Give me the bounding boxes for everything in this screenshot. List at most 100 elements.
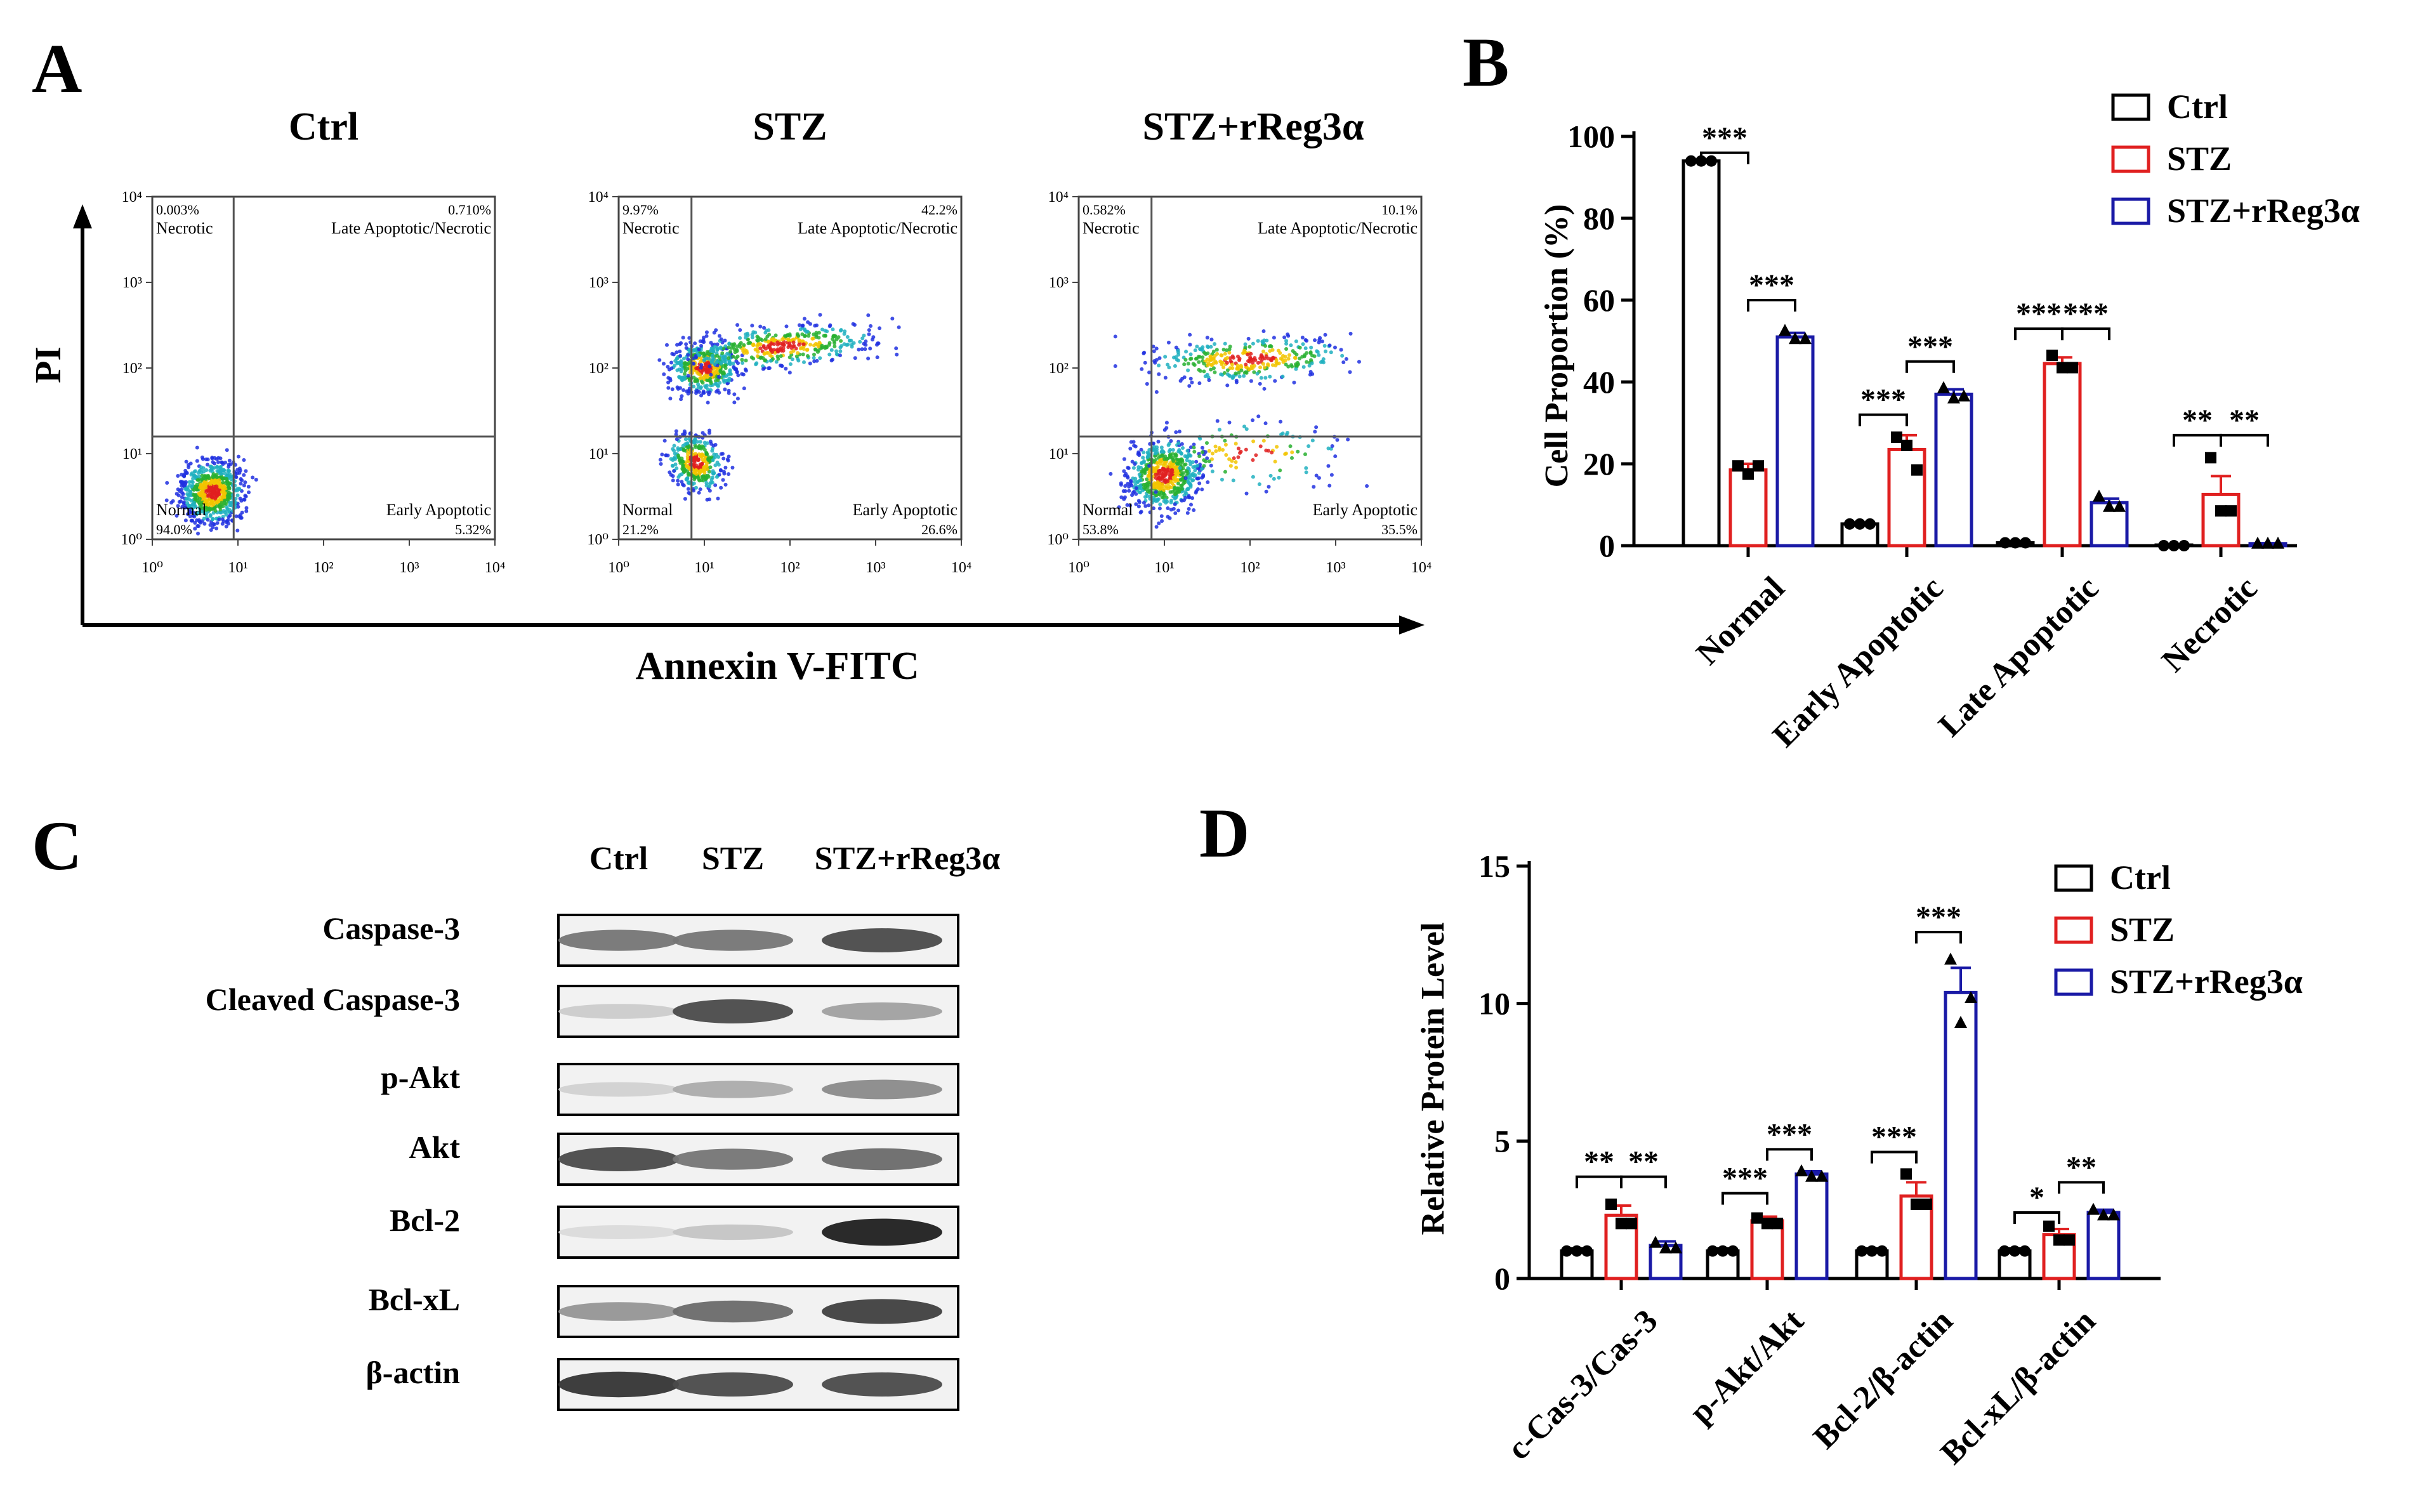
event-dot — [208, 464, 213, 469]
event-dot — [1304, 466, 1308, 470]
event-dot — [754, 361, 759, 365]
event-dot — [1256, 414, 1261, 419]
event-dot — [1188, 376, 1193, 381]
event-dot — [792, 344, 796, 348]
event-dot — [1272, 477, 1276, 481]
event-dot — [1147, 503, 1151, 508]
data-point — [1864, 518, 1876, 530]
event-dot — [1185, 511, 1190, 515]
event-dot — [838, 353, 842, 358]
significance-label: ** — [2066, 1150, 2097, 1184]
event-dot — [195, 523, 200, 528]
event-dot — [694, 468, 699, 472]
event-dot — [1113, 364, 1117, 369]
event-dot — [1341, 360, 1346, 364]
event-dot — [698, 469, 702, 473]
event-dot — [794, 346, 798, 351]
event-dot — [1348, 331, 1353, 336]
event-dot — [1294, 364, 1298, 369]
event-dot — [1178, 466, 1182, 470]
x-tick-label: c-Cas-3/Cas-3 — [1501, 1303, 1665, 1467]
event-dot — [219, 510, 223, 515]
event-dot — [1207, 378, 1211, 383]
event-dot — [708, 465, 713, 470]
event-dot — [1310, 353, 1314, 358]
event-dot — [862, 333, 866, 338]
event-dot — [790, 357, 794, 362]
y-tick-label: 10⁴ — [588, 189, 609, 206]
event-dot — [1121, 489, 1126, 494]
event-dot — [186, 488, 190, 492]
event-dot — [1157, 476, 1161, 480]
event-dot — [662, 438, 667, 443]
event-dot — [782, 343, 786, 347]
event-dot — [851, 322, 855, 326]
event-dot — [869, 324, 873, 328]
event-dot — [705, 375, 709, 379]
event-dot — [784, 366, 788, 371]
event-dot — [1164, 457, 1169, 461]
event-dot — [686, 357, 690, 362]
event-dot — [1204, 441, 1209, 445]
event-dot — [801, 342, 806, 346]
data-point — [1659, 1241, 1672, 1254]
event-dot — [1176, 358, 1180, 363]
event-dot — [1264, 354, 1268, 358]
annexin-axis-label: Annexin V-FITC — [635, 645, 919, 688]
event-dot — [1182, 463, 1187, 467]
event-dot — [234, 500, 238, 504]
event-dot — [694, 451, 698, 456]
event-dot — [741, 361, 745, 365]
event-dot — [693, 348, 697, 353]
event-dot — [1156, 439, 1161, 444]
event-dot — [1225, 348, 1229, 352]
event-dot — [1173, 511, 1178, 515]
event-dot — [712, 331, 716, 335]
event-dot — [718, 468, 723, 473]
event-dot — [1214, 348, 1219, 352]
event-dot — [808, 343, 813, 347]
event-dot — [1333, 345, 1337, 350]
data-point — [2020, 537, 2031, 549]
event-dot — [1128, 503, 1132, 508]
panel-d: D 0 5 10 15 Relative Protein Level c-Cas-3/Ca… — [1199, 794, 2303, 1471]
event-dot — [1209, 357, 1214, 362]
event-dot — [1224, 452, 1228, 457]
event-dot — [829, 348, 834, 352]
event-dot — [1317, 338, 1322, 342]
event-dot — [1227, 347, 1232, 352]
event-dot — [1169, 438, 1173, 443]
event-dot — [659, 462, 663, 466]
data-point — [1900, 1168, 1912, 1180]
event-dot — [220, 490, 224, 494]
event-dot — [225, 448, 229, 452]
event-dot — [761, 344, 766, 348]
event-dot — [1303, 346, 1308, 350]
event-dot — [817, 348, 821, 352]
event-dot — [766, 351, 770, 355]
event-dot — [1288, 444, 1293, 449]
event-dot — [1192, 449, 1197, 454]
event-dot — [182, 474, 187, 478]
event-dot — [834, 349, 839, 353]
event-dot — [213, 492, 218, 497]
event-dot — [225, 497, 230, 502]
data-point — [1753, 460, 1764, 472]
event-dot — [698, 487, 702, 492]
event-dot — [1252, 364, 1256, 368]
event-dot — [681, 357, 686, 361]
event-dot — [685, 477, 690, 481]
event-dot — [748, 341, 753, 345]
event-dot — [842, 342, 846, 346]
event-dot — [1236, 455, 1241, 459]
event-dot — [833, 345, 837, 349]
quadrant-ul-name: Necrotic — [156, 219, 213, 237]
event-dot — [727, 376, 732, 381]
event-dot — [1213, 370, 1217, 374]
event-dot — [1157, 521, 1161, 525]
event-dot — [1163, 355, 1168, 359]
event-dot — [704, 330, 709, 334]
event-dot — [204, 457, 208, 461]
data-point — [1561, 1245, 1572, 1257]
event-dot — [1244, 427, 1249, 431]
